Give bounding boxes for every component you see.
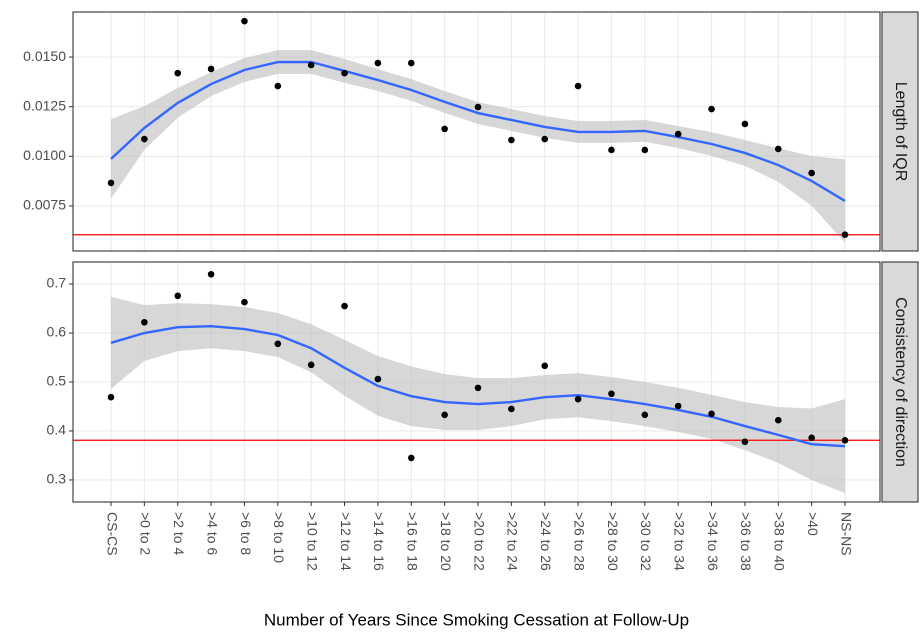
point	[107, 393, 115, 401]
point	[241, 298, 248, 306]
x-tick-label: >30 to 32	[638, 512, 654, 571]
point	[407, 454, 415, 462]
point	[608, 390, 615, 398]
point	[474, 384, 482, 392]
point	[241, 17, 248, 25]
x-tick-label: >22 to 24	[505, 512, 521, 571]
point	[674, 402, 682, 410]
point	[341, 69, 348, 77]
point	[174, 292, 182, 300]
confidence-band	[111, 50, 845, 243]
point	[174, 69, 182, 77]
y-tick-label: 0.7	[47, 275, 67, 291]
x-tick-label: >26 to 28	[571, 512, 587, 571]
panel-border	[72, 261, 881, 503]
x-tick-label: >4 to 6	[204, 512, 220, 555]
x-tick-label: NS-NS	[838, 512, 854, 556]
point	[741, 438, 749, 446]
confidence-band	[111, 296, 845, 494]
y-tick-label: 0.0125	[23, 97, 66, 113]
point	[808, 434, 815, 442]
x-tick-label: >18 to 20	[438, 512, 454, 571]
x-tick-label: >6 to 8	[238, 512, 254, 555]
point	[774, 416, 782, 424]
strip-label: Length of IQR	[892, 82, 909, 182]
point	[741, 120, 749, 128]
y-tick-label: 0.0150	[23, 48, 66, 64]
point	[474, 103, 482, 111]
smooth-line	[110, 324, 846, 448]
y-tick-label: 0.4	[47, 422, 67, 438]
point	[641, 411, 649, 419]
point	[641, 146, 649, 154]
point	[374, 59, 382, 67]
point	[574, 82, 582, 90]
point	[841, 436, 849, 444]
x-tick-label: >8 to 10	[271, 512, 287, 563]
y-tick-label: 0.0075	[23, 197, 66, 213]
strip-background	[881, 261, 919, 503]
strip-background	[881, 11, 919, 252]
point	[441, 125, 448, 133]
point	[274, 340, 282, 348]
point	[841, 231, 849, 239]
y-tick-label: 0.5	[47, 373, 67, 389]
panel-border	[72, 11, 881, 252]
point	[374, 375, 382, 383]
point	[441, 411, 448, 419]
x-tick-label: >32 to 34	[671, 512, 687, 571]
point	[541, 135, 549, 143]
smooth-line	[110, 60, 846, 203]
x-tick-label: >2 to 4	[171, 512, 187, 555]
point	[808, 169, 815, 177]
x-tick-label: >10 to 12	[304, 512, 320, 571]
point	[207, 65, 215, 73]
point	[207, 270, 215, 278]
point	[508, 405, 515, 413]
x-tick-label: >24 to 26	[538, 512, 554, 571]
y-tick-label: 0.0100	[23, 147, 66, 163]
x-tick-label: >38 to 40	[772, 512, 788, 571]
x-axis-title: Number of Years Since Smoking Cessation …	[264, 610, 689, 629]
point	[141, 318, 148, 326]
point	[141, 135, 148, 143]
point	[608, 146, 615, 154]
point	[708, 105, 715, 113]
x-tick-label: >20 to 22	[471, 512, 487, 571]
point	[508, 136, 515, 144]
point	[541, 362, 549, 370]
y-tick-label: 0.6	[47, 324, 67, 340]
x-tick-label: >14 to 16	[371, 512, 387, 571]
x-tick-label: >28 to 30	[605, 512, 621, 571]
point	[307, 361, 315, 369]
x-tick-label: >12 to 14	[338, 512, 354, 571]
x-tick-label: >34 to 36	[705, 512, 721, 571]
point	[708, 410, 715, 418]
point	[107, 179, 115, 187]
y-tick-label: 0.3	[47, 471, 67, 487]
point	[674, 130, 682, 138]
strip-label: Consistency of direction	[892, 297, 909, 467]
point	[574, 395, 582, 403]
x-tick-label: >0 to 2	[138, 512, 154, 555]
point	[307, 61, 315, 69]
x-tick-label: >16 to 18	[405, 512, 421, 571]
point	[407, 59, 415, 67]
x-tick-label: >36 to 38	[738, 512, 754, 571]
x-tick-label: CS-CS	[104, 512, 120, 556]
point	[341, 302, 348, 310]
point	[274, 82, 282, 90]
panel-background	[73, 12, 880, 251]
x-tick-label: >40	[805, 512, 821, 536]
point	[774, 145, 782, 153]
